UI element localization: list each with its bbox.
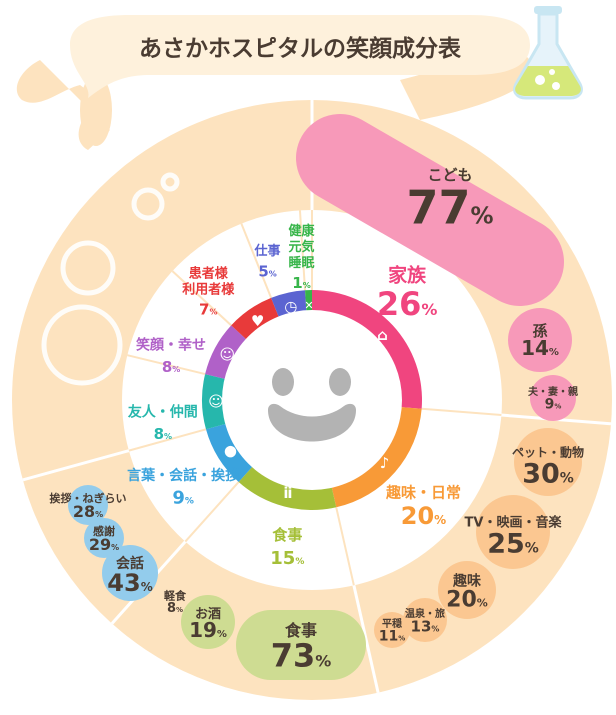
inner-divider <box>298 210 307 291</box>
page-title: あさかホスピタルの笑顔成分表 <box>139 35 462 62</box>
left-eye <box>272 368 294 396</box>
sector-divider <box>12 448 132 485</box>
music-note-icon: ♪ <box>380 454 390 472</box>
category-label-health: 元気 <box>289 239 315 255</box>
category-label-patients: 利用者様 <box>182 281 235 297</box>
fork-knife-icon: ⅱ <box>283 484 292 502</box>
center-smiley <box>222 310 402 490</box>
sub-label: 孫 <box>532 322 547 340</box>
inner-divider <box>184 481 240 543</box>
category-label-friends: 友人・仲間 <box>128 404 198 421</box>
sub-label: 食事 <box>284 621 317 640</box>
sub-label: 会話 <box>116 555 144 572</box>
category-label-health: 睡眠 <box>289 255 315 271</box>
sub-label: 趣味 <box>452 573 481 590</box>
sub-label: 軽食 <box>164 588 187 602</box>
category-label-hobby: 趣味・日常 <box>385 483 461 501</box>
mouth <box>268 403 356 442</box>
house-icon: ⌂ <box>377 326 388 344</box>
sub-label: こども <box>427 166 472 184</box>
category-label-family: 家族 <box>388 264 427 287</box>
sub-label: 平穏 <box>382 617 402 630</box>
running-person-icon: ✕ <box>304 299 313 312</box>
sub-label: 挨拶・ねぎらい <box>50 491 127 505</box>
ring-segment-patients <box>231 297 283 346</box>
sub-bubble-family-2: 夫・妻・親9% <box>527 375 578 421</box>
sub-label: お酒 <box>195 607 221 622</box>
inner-divider <box>127 354 206 376</box>
sub-value: 77% <box>406 181 493 235</box>
inner-divider <box>335 507 355 586</box>
ring-segment-words <box>205 421 259 482</box>
inner-divider <box>421 407 502 417</box>
category-label-patients: 患者様 <box>189 265 229 281</box>
sector-divider <box>351 583 382 700</box>
smiley-icon: ☺ <box>220 346 236 364</box>
bubble-decoration <box>41 172 180 386</box>
sub-label: TV・映画・音楽 <box>465 515 563 531</box>
clock-icon: ◷ <box>284 297 297 315</box>
category-label-smile: 笑顔・幸せ <box>136 337 206 354</box>
sub-label: 温泉・旅 <box>405 607 445 620</box>
right-eye <box>329 368 351 396</box>
category-label-work: 仕事 <box>254 243 281 259</box>
people-icon: ☺ <box>208 393 224 411</box>
inner-divider <box>128 428 207 452</box>
sub-label: ペット・動物 <box>512 445 584 460</box>
sub-bubble-family-1: 孫14% <box>508 308 572 372</box>
heart-icon: ♥ <box>251 312 264 330</box>
ring-segment-smile <box>205 325 254 382</box>
inner-divider <box>171 270 232 327</box>
sub-value: 25% <box>487 528 539 559</box>
sub-bubble-hobby-3: 温泉・旅13% <box>403 598 447 642</box>
category-label-food: 食事 <box>272 526 302 544</box>
category-label-health: 健康 <box>289 223 316 239</box>
category-label-words: 言葉・会話・挨拶 <box>127 467 239 484</box>
inner-divider <box>240 223 273 299</box>
title-bubble: あさかホスピタルの笑顔成分表 <box>70 15 530 98</box>
speech-bubble-icon: ● <box>224 442 237 460</box>
sub-label: 感謝 <box>93 524 115 538</box>
flask-icon <box>513 6 583 100</box>
sub-label: 夫・妻・親 <box>527 385 578 398</box>
